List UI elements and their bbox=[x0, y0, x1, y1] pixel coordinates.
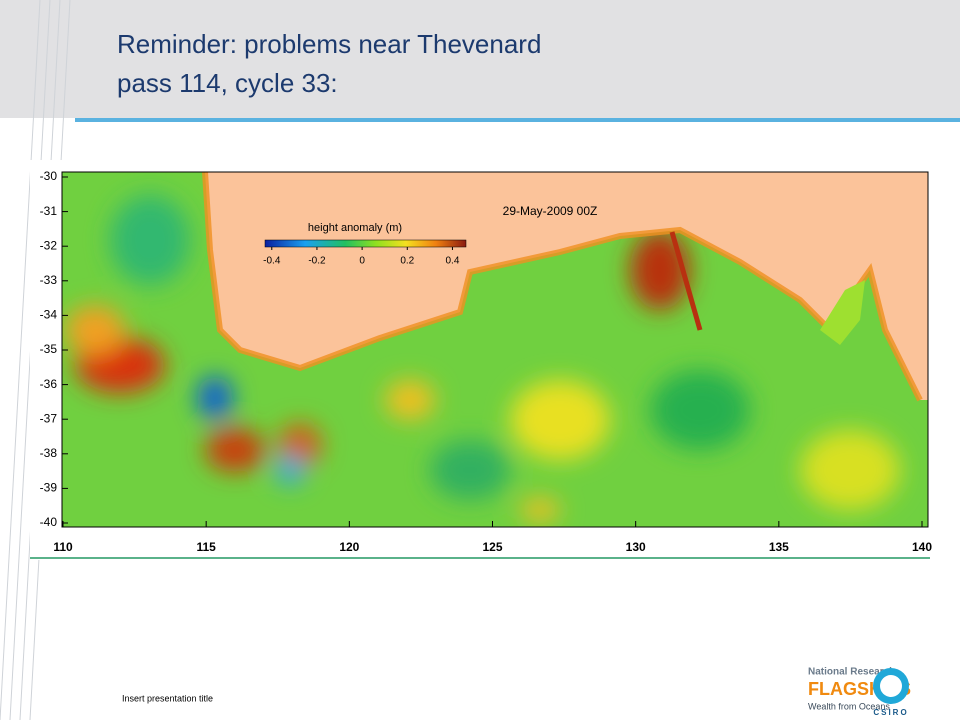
map-image bbox=[62, 172, 928, 527]
y-tick-label: -30 bbox=[40, 169, 58, 183]
header-band bbox=[0, 0, 960, 118]
x-tick-label: 140 bbox=[912, 540, 932, 554]
y-tick-label: -35 bbox=[40, 342, 58, 356]
x-tick-label: 125 bbox=[482, 540, 502, 554]
y-tick-label: -33 bbox=[40, 273, 58, 287]
logo-text: National Research bbox=[808, 667, 895, 678]
y-tick-label: -39 bbox=[40, 481, 58, 495]
colorbar-tick-label: 0.2 bbox=[400, 256, 414, 267]
title-line: pass 114, cycle 33: bbox=[117, 68, 338, 98]
csiro-emblem bbox=[880, 675, 902, 697]
colorbar-tick-label: -0.2 bbox=[308, 256, 326, 267]
x-tick-label: 130 bbox=[626, 540, 646, 554]
x-tick-label: 120 bbox=[339, 540, 359, 554]
x-tick-label: 115 bbox=[196, 540, 216, 554]
logo-org: CSIRO bbox=[873, 708, 908, 717]
colorbar bbox=[264, 239, 467, 248]
y-tick-label: -38 bbox=[40, 446, 58, 460]
x-tick-label: 135 bbox=[769, 540, 789, 554]
y-tick-label: -37 bbox=[40, 411, 58, 425]
colorbar-tick-label: -0.4 bbox=[263, 256, 281, 267]
header-rule bbox=[75, 118, 960, 122]
y-tick-label: -31 bbox=[40, 204, 58, 218]
y-tick-label: -34 bbox=[40, 308, 58, 322]
x-tick-label: 110 bbox=[53, 540, 73, 554]
colorbar-label: height anomaly (m) bbox=[308, 222, 402, 234]
colorbar-tick-label: 0.4 bbox=[445, 256, 459, 267]
colorbar-tick-label: 0 bbox=[359, 256, 365, 267]
y-tick-label: -40 bbox=[40, 515, 58, 529]
logo-text: Wealth from Oceans bbox=[808, 701, 890, 711]
date-label: 29-May-2009 00Z bbox=[503, 204, 598, 218]
title-line: Reminder: problems near Thevenard bbox=[117, 29, 541, 59]
y-tick-label: -36 bbox=[40, 377, 58, 391]
y-tick-label: -32 bbox=[40, 238, 58, 252]
footer-text: Insert presentation title bbox=[122, 693, 213, 703]
